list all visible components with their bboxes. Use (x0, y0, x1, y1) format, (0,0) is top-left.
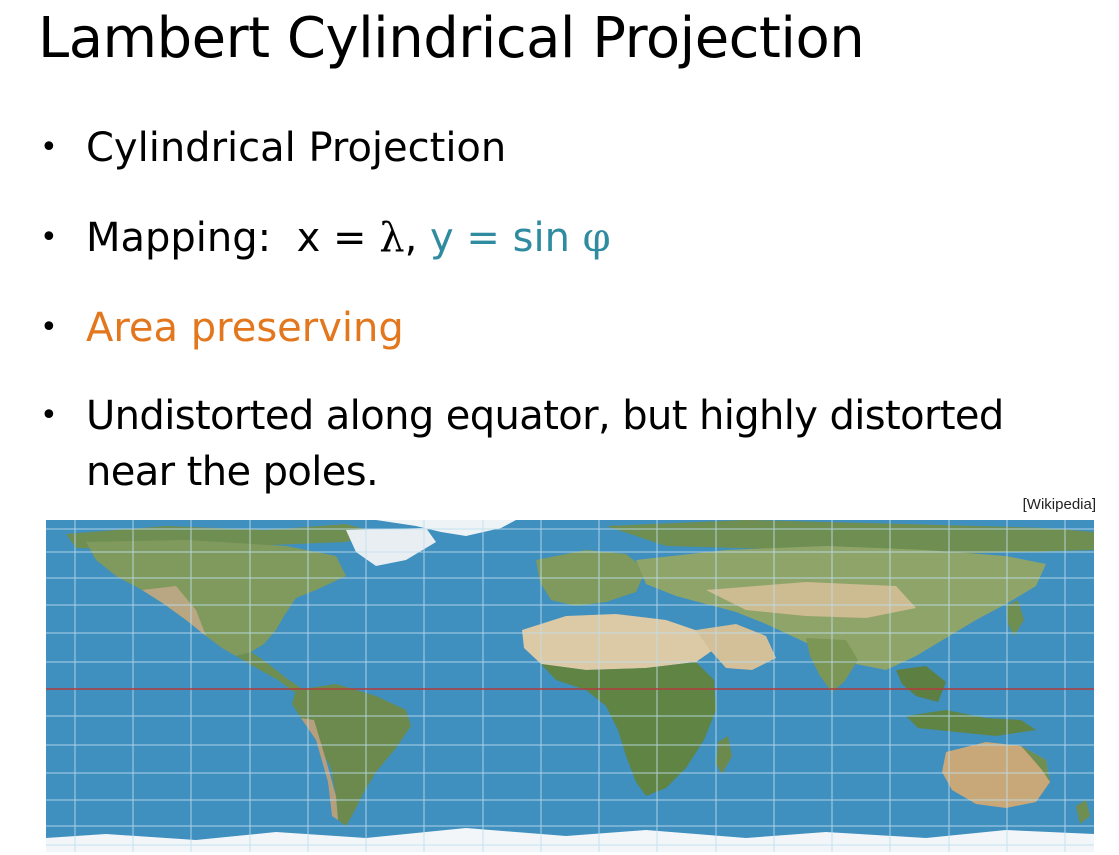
land-africa-sahara (522, 614, 716, 670)
land-greenland (346, 528, 436, 566)
land-north-america (86, 540, 346, 656)
bullet-dot-icon: • (40, 398, 58, 433)
mapping-x-formula: x = (296, 215, 380, 261)
land-australia (942, 742, 1050, 808)
land-na-west (142, 586, 206, 636)
land-southeast-asia (896, 666, 946, 702)
land-new-zealand (1076, 800, 1090, 824)
bullet-text-line2: near the poles. (86, 449, 379, 495)
formula-separator: , (404, 215, 418, 261)
bullet-text-line1: Undistorted along equator, but highly di… (86, 393, 1004, 439)
bullet-dot-icon: • (40, 130, 58, 165)
bullet-dot-icon: • (40, 220, 58, 255)
image-source-citation: [Wikipedia] (1022, 496, 1096, 513)
land-japan (1006, 600, 1024, 636)
land-asia-steppe (706, 582, 916, 618)
arctic-ice (376, 520, 516, 536)
world-map-image (46, 520, 1094, 852)
land-sa-andes (301, 718, 338, 820)
mapping-y-formula: y = sin (430, 215, 583, 261)
bullet-dot-icon: • (40, 310, 58, 345)
land-africa-south (541, 662, 716, 796)
bullet-text: Cylindrical Projection (86, 125, 507, 171)
lambda-symbol: λ (379, 215, 405, 261)
land-south-america (292, 684, 411, 826)
land-australia-coast (1021, 746, 1050, 782)
phi-symbol: φ (582, 215, 611, 261)
mapping-label: Mapping: (86, 215, 272, 261)
mapping-formula: Mapping: x = λ, y = sin φ (86, 212, 611, 264)
graticule-grid (46, 520, 1094, 852)
slide-title: Lambert Cylindrical Projection (38, 6, 865, 71)
bullet-text: Area preserving (86, 305, 404, 351)
